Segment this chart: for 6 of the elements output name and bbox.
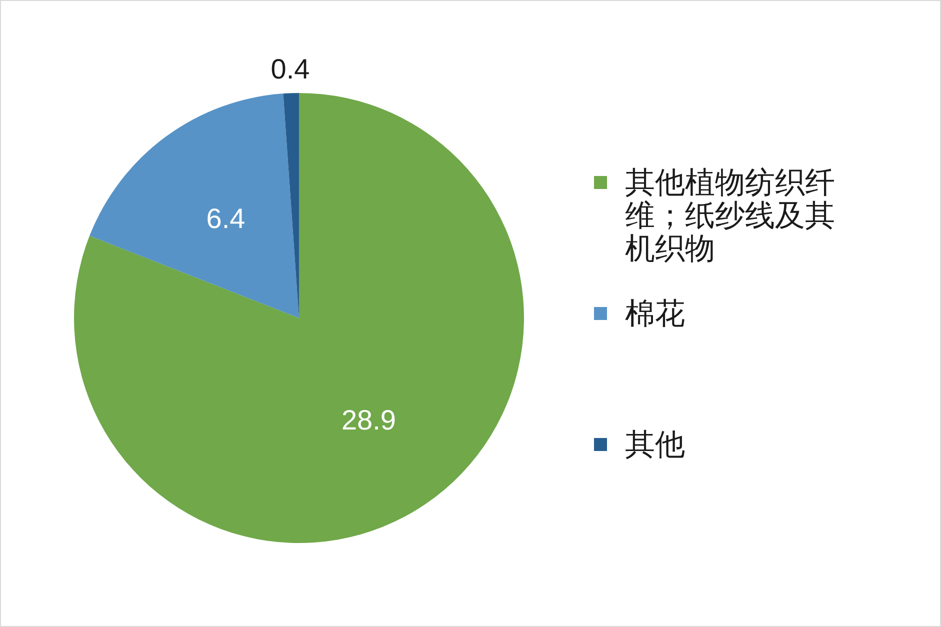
- data-label: 28.9: [341, 404, 396, 436]
- legend-label: 棉花: [625, 297, 685, 330]
- legend-label: 其他植物纺织纤维；纸纱线及其机织物: [625, 166, 835, 265]
- legend-label: 其他: [625, 428, 685, 461]
- data-label: 6.4: [206, 202, 246, 234]
- data-label: 0.4: [270, 54, 310, 85]
